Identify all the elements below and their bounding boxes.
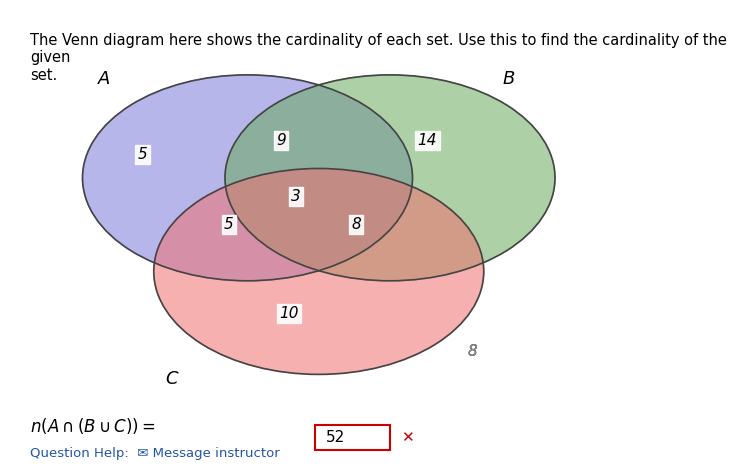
Text: 14: 14: [418, 133, 437, 148]
Text: 5: 5: [224, 217, 234, 232]
Text: 8: 8: [468, 344, 477, 358]
Circle shape: [154, 168, 484, 374]
Text: A: A: [98, 70, 109, 88]
Text: 3: 3: [291, 189, 301, 204]
Circle shape: [82, 75, 413, 281]
Text: B: B: [503, 70, 515, 88]
Text: $n(A \cap (B \cup C)) =$: $n(A \cap (B \cup C)) =$: [30, 416, 155, 436]
Text: 52: 52: [326, 430, 346, 445]
Text: 9: 9: [276, 133, 286, 148]
Text: ✕: ✕: [401, 430, 414, 445]
Text: 10: 10: [279, 306, 298, 321]
Text: 8: 8: [468, 344, 477, 358]
Circle shape: [225, 75, 555, 281]
Text: The Venn diagram here shows the cardinality of each set. Use this to find the ca: The Venn diagram here shows the cardinal…: [30, 33, 727, 82]
FancyBboxPatch shape: [315, 425, 390, 450]
Text: Question Help:  ✉ Message instructor: Question Help: ✉ Message instructor: [30, 447, 280, 461]
Text: 5: 5: [138, 147, 147, 162]
Text: 8: 8: [351, 217, 361, 232]
Text: C: C: [165, 370, 178, 388]
